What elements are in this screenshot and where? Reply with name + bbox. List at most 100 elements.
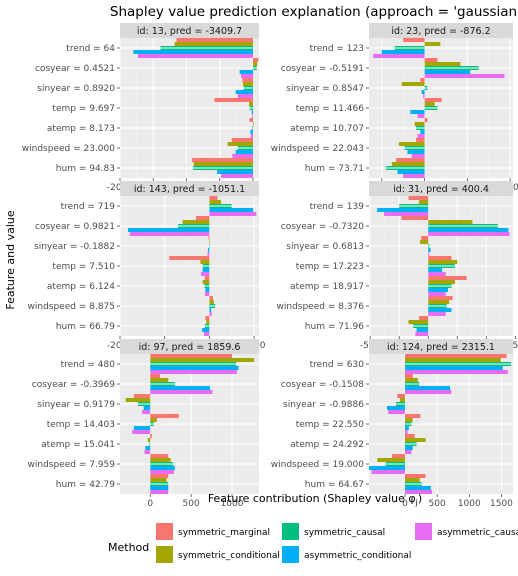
y-tick-label: temp = 7.510 <box>52 262 115 272</box>
facet-strip <box>120 23 259 38</box>
x-tick-label: 0 <box>402 499 408 509</box>
bar-symmetric-conditional <box>405 438 426 442</box>
bar-asymmetric-causal <box>384 212 429 216</box>
y-tick-label: windspeed = 23.000 <box>22 144 115 154</box>
y-tick-label: hum = 94.83 <box>56 164 115 174</box>
bar-asymmetric-conditional <box>428 268 443 272</box>
bar-symmetric-marginal <box>205 316 210 320</box>
x-axis-title: Feature contribution (Shapley value φj) <box>208 492 422 507</box>
bar-asymmetric-conditional <box>235 90 254 94</box>
legend-item: symmetric_marginal <box>156 523 270 540</box>
y-tick-label: cosyear = 0.9821 <box>35 222 115 232</box>
bar-asymmetric-conditional <box>397 170 425 174</box>
y-tick-label: sinyear = 0.8920 <box>37 84 115 94</box>
y-axis: trend = 64 cosyear = 0.4521 sinyear = 0.89… <box>22 44 120 174</box>
y-axis: trend = 719 cosyear = 0.9821 sinyear = -0.… <box>28 202 120 332</box>
y-tick-label: trend = 139 <box>310 202 365 212</box>
bar-asymmetric-conditional <box>405 486 431 490</box>
bar-symmetric-marginal <box>392 454 405 458</box>
bar-asymmetric-causal <box>405 450 412 454</box>
legend-swatch <box>156 546 173 563</box>
bar-symmetric-marginal <box>150 474 169 478</box>
y-tick-label: atemp = 24.292 <box>290 440 364 450</box>
legend-label: symmetric_marginal <box>178 528 270 538</box>
bar-asymmetric-causal <box>200 272 210 276</box>
bar-asymmetric-conditional <box>205 288 210 292</box>
facet-panels: id: 13, pred = -3409.7-2000-1500-1000-50… <box>22 23 518 509</box>
bar-asymmetric-causal <box>137 54 254 58</box>
bar-asymmetric-conditional <box>405 446 413 450</box>
bar-symmetric-conditional <box>377 458 405 462</box>
bar-asymmetric-conditional <box>420 130 425 134</box>
facet-strip-label: id: 31, pred = 400.4 <box>393 184 489 195</box>
facet-panel: id: 31, pred = 400.4-500-2500250500750tr… <box>277 181 518 351</box>
y-tick-label: temp = 11.466 <box>296 104 365 114</box>
bar-asymmetric-conditional <box>128 228 210 232</box>
bar-asymmetric-causal <box>144 450 151 454</box>
bar-symmetric-conditional <box>227 142 254 146</box>
bar-symmetric-conditional <box>209 240 210 244</box>
x-axis: 0 500 1000 <box>147 494 244 509</box>
bar-asymmetric-conditional <box>381 50 425 54</box>
bar-asymmetric-causal <box>417 114 425 118</box>
legend-item: asymmetric_causal <box>415 523 518 540</box>
legend-label: symmetric_conditional <box>178 551 280 561</box>
legend-swatch <box>156 523 173 540</box>
bar-symmetric-conditional <box>405 478 420 482</box>
x-tick-label: 500 <box>183 499 200 509</box>
bar-symmetric-marginal <box>150 414 179 418</box>
bar-asymmetric-conditional <box>405 426 409 430</box>
bar-symmetric-conditional <box>405 378 418 382</box>
bar-asymmetric-causal <box>403 174 425 178</box>
bar-asymmetric-causal <box>428 292 446 296</box>
bar-asymmetric-conditional <box>410 110 425 114</box>
bar-symmetric-conditional <box>193 162 254 166</box>
x-tick-label: 1500 <box>490 499 513 509</box>
bar-symmetric-conditional <box>405 358 501 362</box>
x-tick-label: 1000 <box>458 499 481 509</box>
y-tick-label: temp = 22.550 <box>296 420 365 430</box>
y-tick-label: temp = 9.697 <box>52 104 115 114</box>
facet-panel: id: 13, pred = -3409.7-2000-1500-1000-50… <box>22 23 259 193</box>
facet-strip-label: id: 97, pred = 1859.6 <box>139 342 241 353</box>
legend-label: asymmetric_conditional <box>304 551 411 561</box>
bar-asymmetric-conditional <box>208 248 210 252</box>
bar-asymmetric-conditional <box>150 386 210 390</box>
bar-asymmetric-causal <box>204 332 210 336</box>
bar-asymmetric-causal <box>388 410 405 414</box>
bar-asymmetric-conditional <box>424 70 471 74</box>
y-tick-label: windspeed = 19.000 <box>271 460 364 470</box>
bar-symmetric-marginal <box>204 276 210 280</box>
bar-symmetric-conditional <box>202 280 210 284</box>
bar-asymmetric-causal <box>405 390 452 394</box>
bar-symmetric-conditional <box>405 418 413 422</box>
bar-asymmetric-conditional <box>209 208 254 212</box>
facet-strip-label: id: 124, pred = 2315.1 <box>387 342 495 353</box>
y-tick-label: atemp = 15.041 <box>41 440 115 450</box>
bar-asymmetric-causal <box>405 370 508 374</box>
bar-symmetric-conditional <box>401 82 425 86</box>
bar-symmetric-marginal <box>424 118 428 122</box>
bar-asymmetric-causal <box>371 470 405 474</box>
bar-symmetric-conditional <box>418 200 429 204</box>
bar-symmetric-marginal <box>176 38 254 42</box>
facet-strip-label: id: 13, pred = -3409.7 <box>137 26 242 37</box>
bar-asymmetric-conditional <box>217 170 254 174</box>
x-axis-title-subscript: j <box>415 498 418 507</box>
facet-strip <box>369 339 513 354</box>
bar-asymmetric-causal <box>428 272 446 276</box>
y-axis: trend = 123 cosyear = -0.5191 sinyear = 0.… <box>271 44 369 174</box>
bar-asymmetric-causal <box>241 74 254 78</box>
y-tick-label: atemp = 18.917 <box>290 282 364 292</box>
bar-symmetric-marginal <box>428 276 467 280</box>
y-tick-label: trend = 64 <box>66 44 115 54</box>
facet-panel: id: 143, pred = -1051.1-2000-100001000tr… <box>28 181 266 351</box>
bar-symmetric-conditional <box>424 62 461 66</box>
bar-asymmetric-conditional <box>377 208 429 212</box>
bar-asymmetric-conditional <box>428 248 431 252</box>
bar-asymmetric-causal <box>204 292 210 296</box>
bar-symmetric-marginal <box>424 98 442 102</box>
bar-symmetric-conditional <box>399 398 405 402</box>
legend-swatch <box>282 546 299 563</box>
